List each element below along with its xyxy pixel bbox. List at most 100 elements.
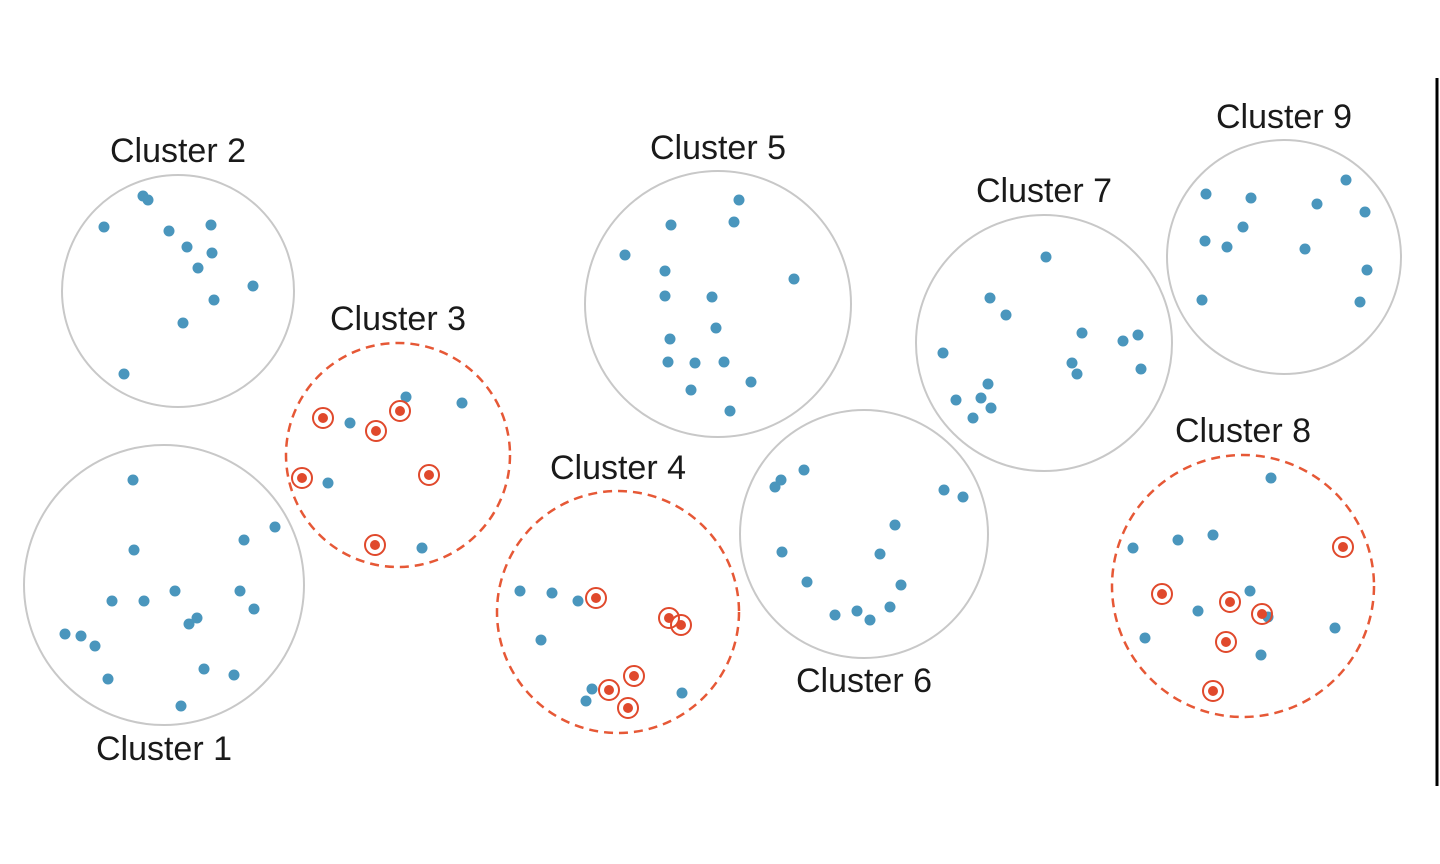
data-point <box>776 546 788 558</box>
data-point <box>874 548 886 560</box>
data-point <box>659 265 671 277</box>
sample-ring <box>291 467 313 489</box>
data-point <box>1255 649 1267 661</box>
sampled-point <box>312 407 334 429</box>
data-point <box>514 585 526 597</box>
cluster-outline <box>739 409 989 659</box>
data-point <box>1196 294 1208 306</box>
data-point <box>975 392 987 404</box>
data-point <box>59 628 71 640</box>
data-point <box>728 216 740 228</box>
data-point <box>181 241 193 253</box>
data-point <box>269 521 281 533</box>
data-point <box>192 262 204 274</box>
data-point-sampled <box>1221 637 1231 647</box>
cluster-label: Cluster 6 <box>796 662 932 700</box>
sample-ring <box>312 407 334 429</box>
data-point <box>664 333 676 345</box>
sample-ring <box>418 464 440 486</box>
cluster-label: Cluster 9 <box>1216 98 1352 136</box>
sampled-point <box>617 697 639 719</box>
sample-ring <box>658 607 680 629</box>
data-point <box>665 219 677 231</box>
cluster-points <box>98 190 259 380</box>
data-point <box>1040 251 1052 263</box>
data-point <box>98 221 110 233</box>
data-point <box>1066 357 1078 369</box>
cluster-outline-sampled <box>1110 453 1376 719</box>
data-point <box>1139 632 1151 644</box>
data-point <box>183 618 195 630</box>
data-point <box>106 595 118 607</box>
data-point <box>586 683 598 695</box>
data-point <box>659 290 671 302</box>
data-point <box>801 576 813 588</box>
data-point <box>733 194 745 206</box>
cluster-5: Cluster 5 <box>584 129 852 438</box>
sampled-point <box>291 467 313 489</box>
cluster-outline <box>23 444 305 726</box>
data-point <box>1132 329 1144 341</box>
data-point <box>248 603 260 615</box>
sampled-point <box>1151 583 1173 605</box>
cluster-4: Cluster 4 <box>495 449 741 735</box>
cluster-label: Cluster 8 <box>1175 412 1311 450</box>
data-point <box>967 412 979 424</box>
data-point <box>1361 264 1373 276</box>
cluster-points <box>1127 472 1354 702</box>
sampled-point <box>1219 591 1241 613</box>
data-point <box>1127 542 1139 554</box>
data-point <box>1192 605 1204 617</box>
cluster-outline <box>1166 139 1402 375</box>
sample-ring <box>623 665 645 687</box>
sampled-point <box>418 464 440 486</box>
data-point <box>1207 529 1219 541</box>
data-point <box>938 484 950 496</box>
sampled-point <box>364 534 386 556</box>
data-point-sampled <box>297 473 307 483</box>
cluster-outline <box>584 170 852 438</box>
data-point <box>895 579 907 591</box>
sample-ring <box>1215 631 1237 653</box>
data-point-sampled <box>629 671 639 681</box>
sampled-point <box>1215 631 1237 653</box>
cluster-label: Cluster 7 <box>976 172 1112 210</box>
data-point <box>662 356 674 368</box>
data-point <box>535 634 547 646</box>
data-point-sampled <box>1208 686 1218 696</box>
data-point <box>745 376 757 388</box>
data-point <box>322 477 334 489</box>
sampled-point <box>1202 680 1224 702</box>
data-point <box>788 273 800 285</box>
data-point <box>102 673 114 685</box>
sample-ring <box>389 400 411 422</box>
data-point <box>138 595 150 607</box>
sampled-point <box>623 665 645 687</box>
data-point <box>1071 368 1083 380</box>
data-point <box>175 700 187 712</box>
cluster-outline <box>915 214 1173 472</box>
sample-ring <box>598 679 620 701</box>
data-point <box>191 612 203 624</box>
cluster-points <box>619 194 800 417</box>
data-point <box>1265 472 1277 484</box>
data-point <box>984 292 996 304</box>
cluster-outline <box>61 174 295 408</box>
data-point-sampled <box>1257 609 1267 619</box>
data-point <box>400 391 412 403</box>
sample-ring <box>365 420 387 442</box>
cluster-3: Cluster 3 <box>284 300 512 569</box>
cluster-points <box>769 464 969 626</box>
cluster-points <box>937 251 1147 424</box>
data-point <box>1299 243 1311 255</box>
cluster-points <box>291 391 468 556</box>
data-point <box>724 405 736 417</box>
sampled-point <box>598 679 620 701</box>
cluster-label: Cluster 1 <box>96 730 232 768</box>
sample-ring <box>1202 680 1224 702</box>
data-point-sampled <box>1338 542 1348 552</box>
data-point <box>769 481 781 493</box>
data-point <box>937 347 949 359</box>
sampled-point <box>585 587 607 609</box>
